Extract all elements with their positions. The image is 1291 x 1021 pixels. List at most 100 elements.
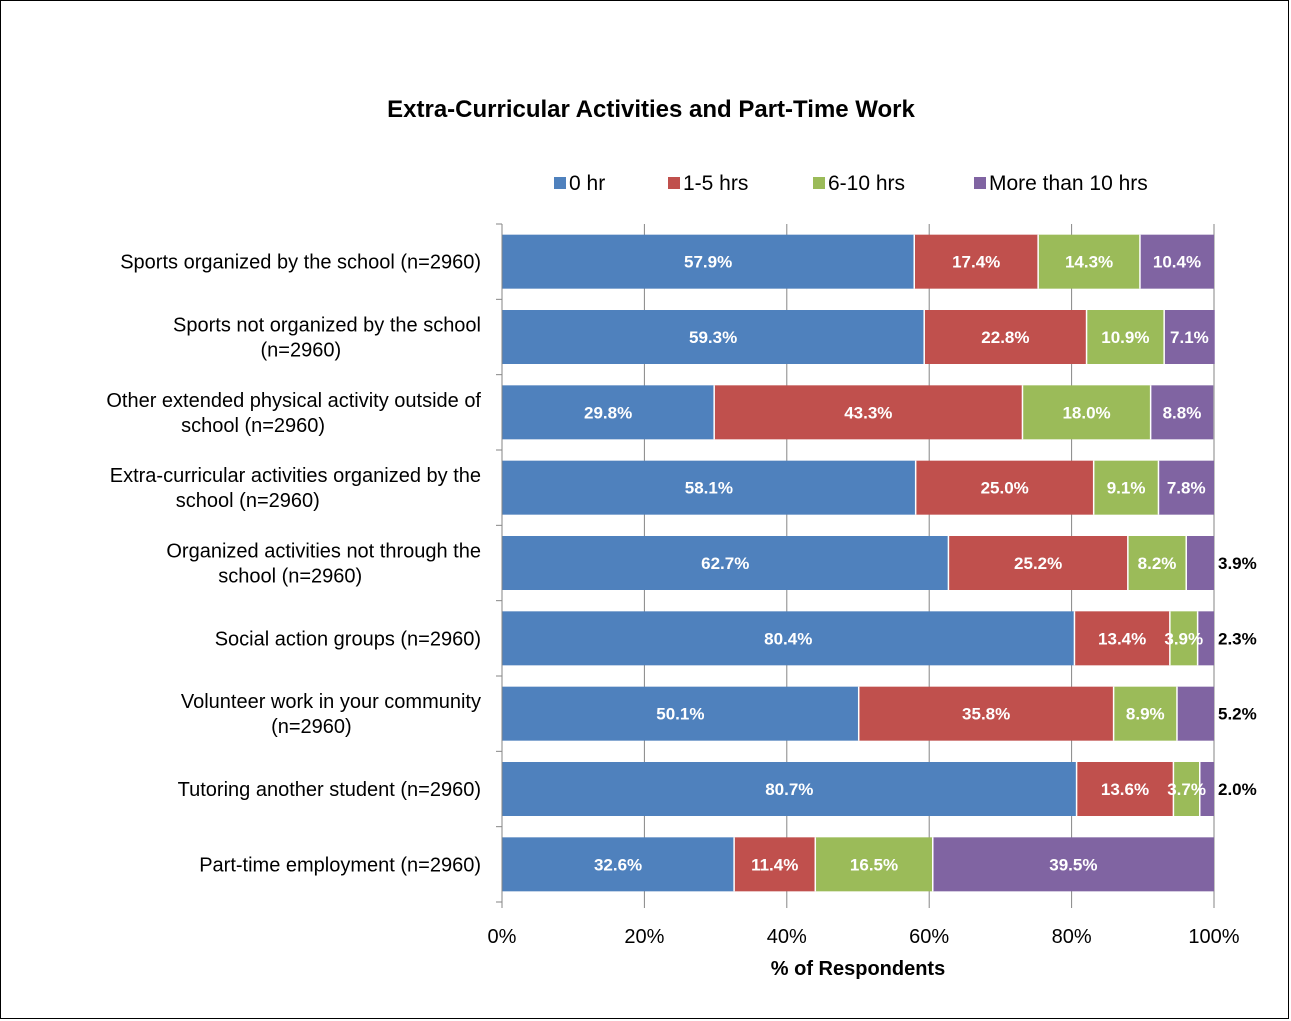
bars	[502, 234, 1215, 892]
data-label: 8.2%	[1138, 554, 1177, 573]
data-label: 3.9%	[1164, 629, 1203, 648]
data-label: 22.8%	[981, 328, 1029, 347]
data-label: 80.4%	[764, 629, 812, 648]
bar-segment	[1113, 686, 1177, 741]
legend-swatch	[813, 177, 825, 189]
category-label: Part-time employment (n=2960)	[199, 854, 481, 876]
category-label: school (n=2960)	[218, 566, 362, 588]
data-label: 29.8%	[584, 403, 632, 422]
category-labels: Sports organized by the school (n=2960) S…	[106, 252, 481, 877]
x-tick-label: 40%	[767, 926, 807, 948]
axes	[496, 223, 1215, 908]
bar-segment	[1164, 310, 1215, 364]
data-label: 43.3%	[844, 403, 892, 422]
data-label: 35.8%	[962, 705, 1010, 724]
chart-title: Extra-Curricular Activities and Part-Tim…	[387, 96, 915, 123]
bar-segment	[1139, 234, 1214, 289]
data-label: 7.8%	[1167, 479, 1206, 498]
bar-segment	[502, 686, 859, 741]
x-tick-label: 0%	[488, 926, 517, 948]
data-label: 11.4%	[751, 855, 798, 874]
x-axis-title: % of Respondents	[771, 958, 945, 980]
data-label: 10.9%	[1101, 328, 1149, 347]
bar-segment	[714, 385, 1023, 440]
bar-segment	[1158, 460, 1214, 515]
data-label: 7.1%	[1170, 328, 1209, 347]
x-tick-label: 100%	[1188, 926, 1239, 948]
data-label: 9.1%	[1107, 479, 1146, 498]
bar-segment	[502, 762, 1077, 816]
legend-swatch	[668, 177, 680, 189]
bar-segment	[1197, 611, 1214, 666]
bar-segment	[1186, 536, 1214, 590]
bar-segment	[1076, 762, 1174, 816]
data-label: 13.6%	[1101, 780, 1149, 799]
x-tick-labels: 0% 20% 40% 60% 80% 100%	[488, 926, 1240, 948]
category-label: Extra-curricular activities organized by…	[110, 465, 481, 487]
legend: 0 hr 1-5 hrs 6-10 hrs More than 10 hrs	[554, 172, 1148, 195]
bar-segment	[502, 837, 735, 892]
bar-segment	[502, 536, 949, 590]
data-label: 3.7%	[1167, 780, 1206, 799]
bar-segment	[734, 837, 816, 892]
data-label: 8.9%	[1126, 705, 1165, 724]
data-label: 25.0%	[981, 479, 1029, 498]
bar-segment	[924, 310, 1087, 364]
category-label: Other extended physical activity outside…	[106, 390, 481, 412]
bar-segment	[502, 460, 916, 515]
data-label: 10.4%	[1153, 253, 1201, 272]
category-label: Sports organized by the school (n=2960)	[120, 252, 481, 274]
bar-segment	[1169, 611, 1198, 666]
bar-segment	[502, 385, 715, 440]
data-label: 58.1%	[685, 479, 733, 498]
bar-segment	[915, 460, 1094, 515]
legend-label: 6-10 hrs	[828, 172, 905, 195]
category-label: Organized activities not through the	[166, 541, 481, 563]
category-label: (n=2960)	[271, 716, 352, 738]
legend-swatch	[974, 177, 986, 189]
data-label: 50.1%	[656, 705, 704, 724]
x-tick-label: 20%	[624, 926, 664, 948]
data-label: 3.9%	[1218, 554, 1257, 573]
data-label: 2.3%	[1218, 629, 1257, 648]
bar-segment	[1150, 385, 1214, 440]
bar-segment	[1173, 762, 1200, 816]
bar-segment	[502, 234, 915, 289]
data-label: 2.0%	[1218, 780, 1257, 799]
data-label: 32.6%	[594, 855, 642, 874]
data-label: 8.8%	[1163, 403, 1202, 422]
legend-swatch	[554, 177, 566, 189]
bar-segment	[1038, 234, 1140, 289]
bar-segment	[1074, 611, 1170, 666]
bar-segment	[1199, 762, 1214, 816]
data-label: 14.3%	[1065, 253, 1113, 272]
data-label: 13.4%	[1098, 629, 1146, 648]
bar-segment	[914, 234, 1039, 289]
bar-segment	[948, 536, 1128, 590]
data-label: 18.0%	[1062, 403, 1110, 422]
category-label: Tutoring another student (n=2960)	[178, 779, 481, 801]
data-label: 80.7%	[765, 780, 813, 799]
category-label: school (n=2960)	[181, 415, 325, 437]
bar-segment	[815, 837, 933, 892]
bar-segment	[858, 686, 1114, 741]
legend-label: 1-5 hrs	[683, 172, 748, 195]
data-label: 39.5%	[1049, 855, 1097, 874]
category-label: school (n=2960)	[176, 490, 320, 512]
data-label: 16.5%	[850, 855, 898, 874]
category-label: Social action groups (n=2960)	[215, 628, 481, 650]
data-label: 62.7%	[701, 554, 749, 573]
data-labels: 57.9% 17.4% 14.3% 10.4% 59.3% 22.8% 10.9% 7.1% 2…	[584, 253, 1257, 875]
category-label: Volunteer work in your community	[181, 691, 481, 713]
data-label: 25.2%	[1014, 554, 1062, 573]
bar-segment	[1086, 310, 1165, 364]
bar-segment	[1127, 536, 1187, 590]
data-label: 5.2%	[1218, 705, 1257, 724]
data-label: 57.9%	[684, 253, 732, 272]
category-label: Sports not organized by the school	[173, 315, 481, 337]
bar-segment	[502, 310, 925, 364]
legend-label: More than 10 hrs	[989, 172, 1148, 195]
legend-label: 0 hr	[569, 172, 605, 195]
